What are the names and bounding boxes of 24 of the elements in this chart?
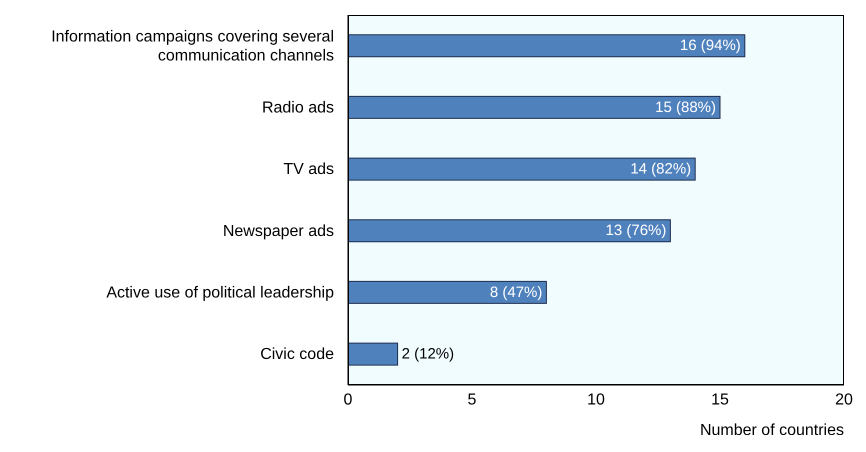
data-label: 8 (47%) bbox=[490, 284, 542, 301]
y-tick-label: Active use of political leadership bbox=[106, 284, 334, 301]
data-label: 14 (82%) bbox=[630, 160, 692, 178]
bar bbox=[348, 96, 720, 119]
y-tick-label: Radio ads bbox=[262, 99, 334, 116]
data-label: 13 (76%) bbox=[606, 222, 666, 240]
data-label: 16 (94%) bbox=[680, 37, 741, 54]
bar bbox=[348, 280, 547, 304]
x-tick-label: 15 bbox=[711, 391, 729, 408]
x-tick-label: 5 bbox=[468, 391, 477, 408]
x-tick-label: 0 bbox=[344, 391, 353, 408]
data-label: 15 (88%) bbox=[655, 98, 716, 116]
x-axis-title: Number of countries bbox=[700, 422, 844, 439]
y-tick-label: Information campaigns covering several communication channels bbox=[51, 28, 334, 64]
bar bbox=[348, 158, 696, 181]
bar bbox=[348, 219, 671, 242]
bar bbox=[348, 34, 746, 58]
y-tick-label: TV ads bbox=[283, 160, 334, 178]
y-tick-label: Civic code bbox=[260, 346, 334, 363]
data-label: 2 (12%) bbox=[402, 346, 454, 363]
x-tick-label: 20 bbox=[835, 391, 853, 408]
y-tick-label: Newspaper ads bbox=[222, 222, 334, 240]
bar bbox=[348, 342, 398, 366]
x-tick-label: 10 bbox=[587, 391, 605, 408]
